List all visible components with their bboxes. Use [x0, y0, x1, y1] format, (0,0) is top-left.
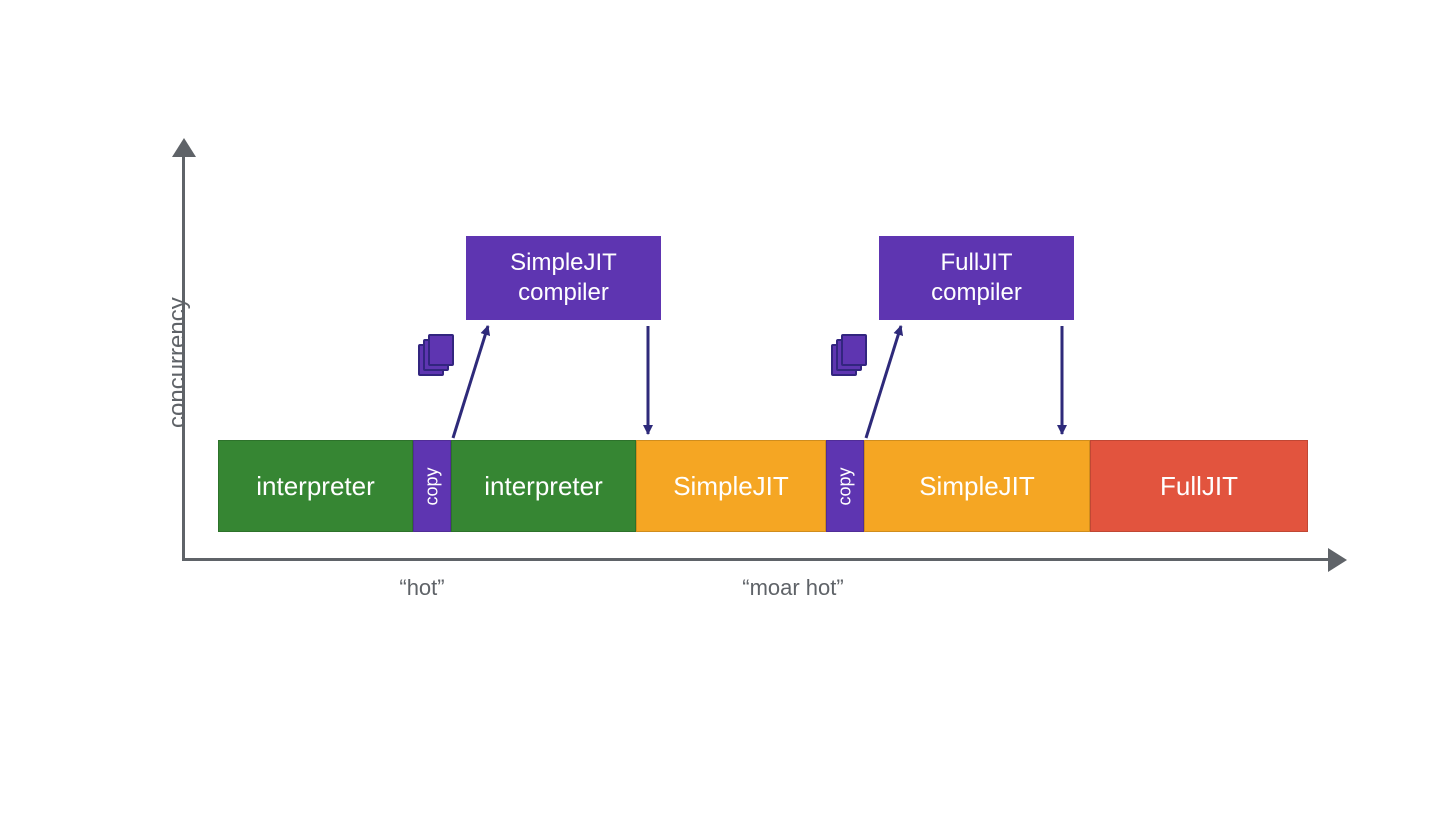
stack-icon-1 [418, 334, 458, 378]
arrows-layer [0, 0, 1454, 814]
jit-pipeline-diagram: concurrency “hot”“moar hot” interpreterc… [0, 0, 1454, 814]
arrow-copy2-up [866, 326, 901, 438]
arrow-copy1-up [453, 326, 488, 438]
stack-icon-2 [831, 334, 871, 378]
